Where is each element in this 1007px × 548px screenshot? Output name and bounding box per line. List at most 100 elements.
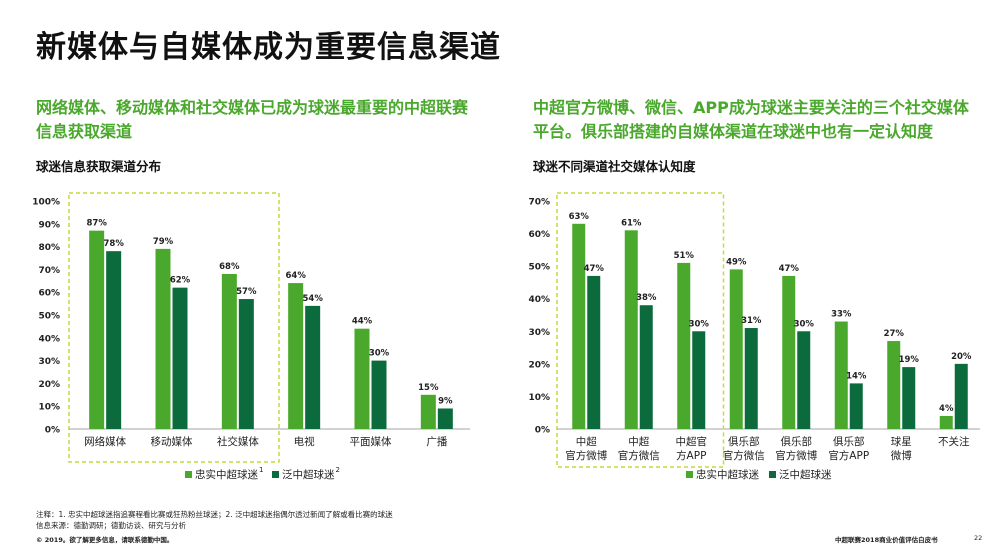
data-label-loyal: 87%: [86, 219, 107, 229]
bar-casual: [797, 331, 811, 429]
y-tick-label: 40%: [38, 334, 60, 344]
y-tick-label: 70%: [38, 266, 60, 276]
bar-casual: [437, 408, 453, 429]
category-label: 广播: [426, 435, 447, 448]
page-title: 新媒体与自媒体成为重要信息渠道: [36, 30, 501, 65]
data-label-casual: 20%: [951, 352, 972, 362]
report-name: 中超联赛2018商业价值评估白皮书: [835, 536, 938, 544]
data-label-loyal: 33%: [831, 310, 852, 320]
y-tick-label: 20%: [528, 360, 550, 370]
legend-label-casual: 泛中超球迷: [282, 468, 335, 481]
data-label-casual: 30%: [689, 319, 710, 329]
data-label-casual: 19%: [899, 355, 920, 365]
category-label: 官方微信: [618, 449, 660, 462]
bar-casual: [639, 305, 653, 429]
category-label: 方APP: [676, 449, 706, 462]
footnote-source: 信息来源：德勤调研；德勤访谈、研究与分析: [36, 521, 186, 530]
left-subheading: 网络媒体、移动媒体和社交媒体已成为球迷最重要的中超联赛信息获取渠道: [36, 98, 469, 141]
data-label-loyal: 64%: [285, 271, 306, 281]
bar-casual: [692, 331, 706, 429]
y-tick-label: 0%: [45, 426, 60, 436]
bar-loyal: [834, 321, 848, 429]
category-label: 中超: [628, 435, 649, 448]
category-label: 平面媒体: [350, 435, 392, 448]
right-chart-title: 球迷不同渠道社交媒体认知度: [533, 159, 696, 174]
footnote: 注释：1. 忠实中超球迷指追赛程看比赛或狂热粉丝球迷；2. 泛中超球迷指偶尔透过…: [36, 509, 393, 531]
data-label-casual: 54%: [302, 294, 323, 304]
legend-label-loyal: 忠实中超球迷: [696, 468, 759, 481]
footnote-notes: 注释：1. 忠实中超球迷指追赛程看比赛或狂热粉丝球迷；2. 泛中超球迷指偶尔透过…: [36, 510, 393, 519]
bar-loyal: [939, 415, 953, 429]
y-tick-label: 40%: [528, 295, 550, 305]
data-label-casual: 9%: [438, 396, 453, 406]
legend-superscript: 1: [259, 466, 263, 474]
category-label: 官方微信: [723, 449, 765, 462]
data-label-loyal: 63%: [569, 212, 590, 222]
data-label-loyal: 47%: [779, 264, 800, 274]
category-label: 微博: [891, 449, 912, 462]
data-label-casual: 38%: [636, 293, 657, 303]
data-label-loyal: 51%: [674, 251, 695, 261]
bar-casual: [954, 363, 968, 429]
bar-casual: [849, 383, 863, 429]
bar-loyal: [677, 262, 691, 429]
category-label: 官方APP: [828, 449, 869, 462]
y-tick-label: 0%: [535, 426, 550, 436]
bar-loyal: [729, 269, 743, 429]
y-tick-label: 60%: [528, 230, 550, 240]
data-label-loyal: 44%: [352, 317, 373, 327]
bar-casual: [587, 275, 601, 429]
bar-casual: [744, 328, 758, 429]
y-tick-label: 90%: [38, 220, 60, 230]
highlight-box: [68, 192, 280, 463]
category-label: 官方微博: [565, 449, 607, 462]
bar-casual: [305, 305, 321, 429]
legend-swatch-loyal: [185, 471, 192, 478]
bar-casual: [172, 287, 188, 429]
y-tick-label: 30%: [528, 328, 550, 338]
left-chart-title: 球迷信息获取渠道分布: [36, 159, 162, 174]
data-label-loyal: 68%: [219, 262, 240, 272]
data-label-loyal: 79%: [153, 237, 174, 247]
bar-loyal: [624, 230, 638, 429]
y-tick-label: 70%: [528, 198, 550, 208]
legend-superscript: 2: [336, 466, 340, 474]
category-label: 中超: [576, 435, 597, 448]
page-number: 22: [974, 534, 983, 542]
legend-swatch-casual: [769, 471, 776, 478]
bar-loyal: [354, 328, 370, 429]
data-label-loyal: 15%: [418, 383, 439, 393]
legend-label-casual: 泛中超球迷: [779, 468, 832, 481]
category-label: 官方微博: [775, 449, 817, 462]
legend-swatch-casual: [272, 471, 279, 478]
category-label: 俱乐部: [833, 435, 865, 448]
data-label-casual: 47%: [584, 264, 605, 274]
y-tick-label: 10%: [38, 403, 60, 413]
y-tick-label: 100%: [32, 198, 60, 208]
legend-label-loyal: 忠实中超球迷: [195, 468, 258, 481]
data-label-loyal: 61%: [621, 218, 642, 228]
data-label-loyal: 27%: [884, 329, 905, 339]
category-label: 电视: [294, 435, 315, 448]
bar-loyal: [89, 230, 105, 429]
category-label: 移动媒体: [151, 435, 193, 448]
bar-casual: [371, 360, 387, 429]
y-tick-label: 10%: [528, 393, 550, 403]
bar-loyal: [155, 248, 171, 429]
highlight-box: [556, 192, 725, 468]
bar-loyal: [887, 341, 901, 429]
category-label: 中超官: [676, 435, 708, 448]
y-tick-label: 20%: [38, 380, 60, 390]
bar-loyal: [420, 394, 436, 429]
data-label-casual: 57%: [236, 287, 257, 297]
bar-loyal: [572, 223, 586, 429]
category-label: 社交媒体: [217, 435, 259, 448]
data-label-casual: 31%: [741, 316, 762, 326]
data-label-casual: 30%: [369, 349, 390, 359]
data-label-loyal: 49%: [726, 257, 747, 267]
data-label-casual: 14%: [846, 371, 867, 381]
bar-casual: [238, 299, 254, 429]
category-label: 网络媒体: [84, 435, 126, 448]
